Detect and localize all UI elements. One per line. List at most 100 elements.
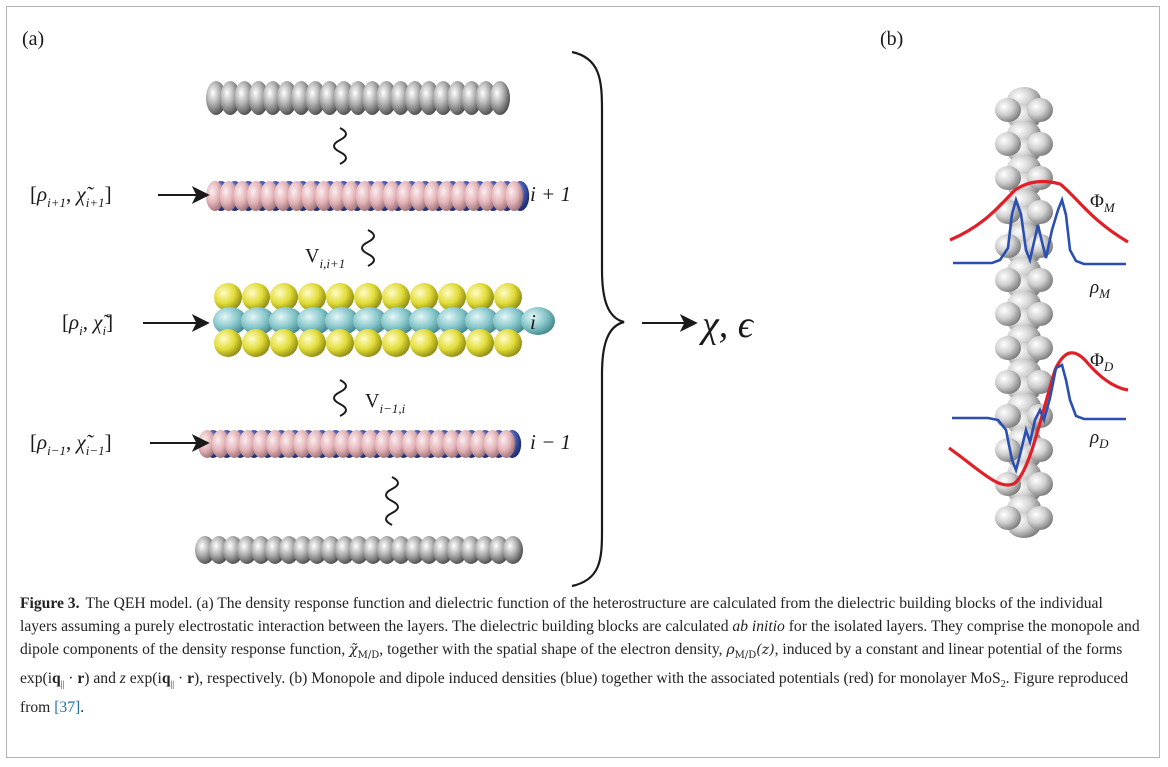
atom-grey-bottom	[307, 536, 327, 564]
caption-rho-md: ρM/D(z)	[726, 642, 775, 661]
atom-grey-bottom	[363, 536, 383, 564]
atom-pink-bot	[483, 430, 502, 458]
atom-pink-bot	[415, 430, 434, 458]
atom-vertical-side	[995, 404, 1021, 428]
atom-pink-bot	[238, 430, 257, 458]
density-monopole-curve	[953, 195, 1126, 266]
atom-vertical-side	[1027, 132, 1053, 156]
atom-pink-bot	[266, 430, 284, 458]
atom-grey-top	[262, 81, 283, 115]
atom-grey-top	[362, 81, 383, 115]
atom-pink-bot	[347, 430, 366, 458]
atom-pink-top	[491, 181, 510, 211]
atom-vertical-side	[1027, 302, 1053, 326]
atom-metal	[409, 307, 443, 335]
atom-pink-top	[314, 181, 333, 211]
atom-sulfur-lower	[214, 329, 242, 357]
atom-sulfur-lower	[466, 329, 494, 357]
atom-pink-top	[246, 181, 265, 211]
atom-grey-top	[333, 81, 354, 115]
atom-pink-top	[464, 181, 483, 211]
atom-grey-bottom	[223, 536, 243, 564]
atom-vertical-side	[995, 166, 1021, 190]
atom-grey-bottom	[433, 536, 453, 564]
atom-sulfur-lower	[410, 329, 438, 357]
label-rho-d: ρD	[1089, 427, 1109, 451]
atom-pink-top	[478, 181, 496, 211]
figure-illustration: (a) (b) Vi,i+1 Vi−1,i [ρi+1, χ̃i+1] [ρi,…	[22, 28, 1129, 588]
layer-label-top: i + 1	[530, 182, 571, 206]
coupling-label-upper: Vi,i+1	[305, 245, 345, 271]
atom-metal	[437, 307, 471, 335]
atom-grey-bottom	[489, 536, 509, 564]
layer-stack	[195, 81, 555, 564]
coupling-wave-2	[361, 229, 375, 267]
caption-label: Figure 3.	[20, 595, 80, 612]
atom-grey-top	[475, 81, 496, 115]
potential-dipole-curve	[948, 351, 1129, 487]
output-label: χ, ϵ	[698, 304, 755, 346]
coupling-wave-1	[333, 127, 347, 165]
atom-metal	[213, 307, 247, 335]
panel-b-label: (b)	[880, 28, 903, 50]
atom-pink-bot	[388, 430, 407, 458]
input-label-top: [ρi+1, χ̃i+1]	[30, 182, 112, 210]
label-phi-m: ΦM	[1090, 191, 1116, 215]
atom-sulfur-upper	[298, 283, 326, 311]
caption-q-sub-2: ||	[170, 678, 175, 689]
atom-pink-bot	[456, 430, 475, 458]
caption-text-2: for the isolated layers. They comprise t…	[20, 618, 1140, 658]
atom-vertical-side	[1027, 98, 1053, 122]
atom-metal	[325, 307, 359, 335]
atom-pink-top	[328, 181, 347, 211]
atom-sulfur-upper	[382, 283, 410, 311]
caption-q-sub-1: ||	[60, 678, 65, 689]
atom-pink-bot	[252, 430, 271, 458]
caption-r-bold-2: r	[187, 669, 195, 687]
atom-pink-top	[396, 181, 415, 211]
atom-metal	[465, 307, 499, 335]
atom-sulfur-upper	[494, 283, 522, 311]
atom-pink-top	[274, 181, 292, 211]
atom-vertical-side	[1027, 370, 1053, 394]
atom-pink-top	[410, 181, 428, 211]
atom-metal	[353, 307, 387, 335]
atom-vertical-side	[995, 268, 1021, 292]
caption-r-bold-1: r	[77, 669, 85, 687]
atom-grey-bottom	[209, 536, 229, 564]
atom-sulfur-upper	[466, 283, 494, 311]
caption-reference-link[interactable]: [37]	[54, 698, 81, 716]
figure-frame	[6, 6, 1160, 758]
atom-sulfur-lower	[354, 329, 382, 357]
caption-ab-initio: ab initio	[732, 618, 785, 635]
atom-grey-top	[419, 81, 439, 115]
atom-pink-bot	[306, 430, 325, 458]
atom-sulfur-upper	[438, 283, 466, 311]
label-rho-m: ρM	[1089, 277, 1111, 301]
caption-text-5: ) and	[84, 669, 120, 687]
atom-sulfur-lower	[270, 329, 298, 357]
atom-pink-top	[219, 181, 238, 211]
atom-metal	[269, 307, 303, 335]
atom-metal	[381, 307, 415, 335]
atom-grey-top	[234, 81, 255, 115]
coupling-wave-3	[333, 379, 347, 417]
atom-grey-top	[376, 81, 397, 115]
atom-grey-bottom	[195, 536, 215, 564]
atom-pink-top	[382, 181, 401, 211]
atom-grey-bottom	[391, 536, 411, 564]
layer-label-mid: i	[530, 310, 536, 334]
atom-pink-bot	[402, 430, 420, 458]
atom-pink-bot	[374, 430, 393, 458]
atom-pink-top	[342, 181, 360, 211]
atom-pink-bot	[225, 430, 244, 458]
atom-grey-top	[390, 81, 411, 115]
density-dipole-curve	[952, 363, 1126, 475]
atom-pink-bot	[320, 430, 339, 458]
caption-text-7: ), respectively. (b) Monopole and dipole…	[194, 669, 1001, 687]
atom-pink-bot	[497, 430, 516, 458]
atom-vertical-side	[995, 132, 1021, 156]
atom-sulfur-lower	[382, 329, 410, 357]
atom-grey-top	[461, 81, 482, 115]
atom-metal	[241, 307, 275, 335]
